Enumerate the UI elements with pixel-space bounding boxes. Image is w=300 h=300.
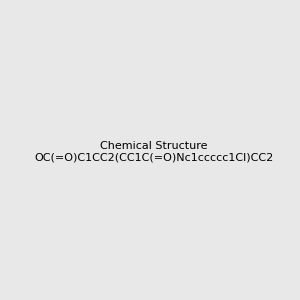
Text: Chemical Structure
OC(=O)C1CC2(CC1C(=O)Nc1ccccc1Cl)CC2: Chemical Structure OC(=O)C1CC2(CC1C(=O)N… xyxy=(34,141,273,162)
